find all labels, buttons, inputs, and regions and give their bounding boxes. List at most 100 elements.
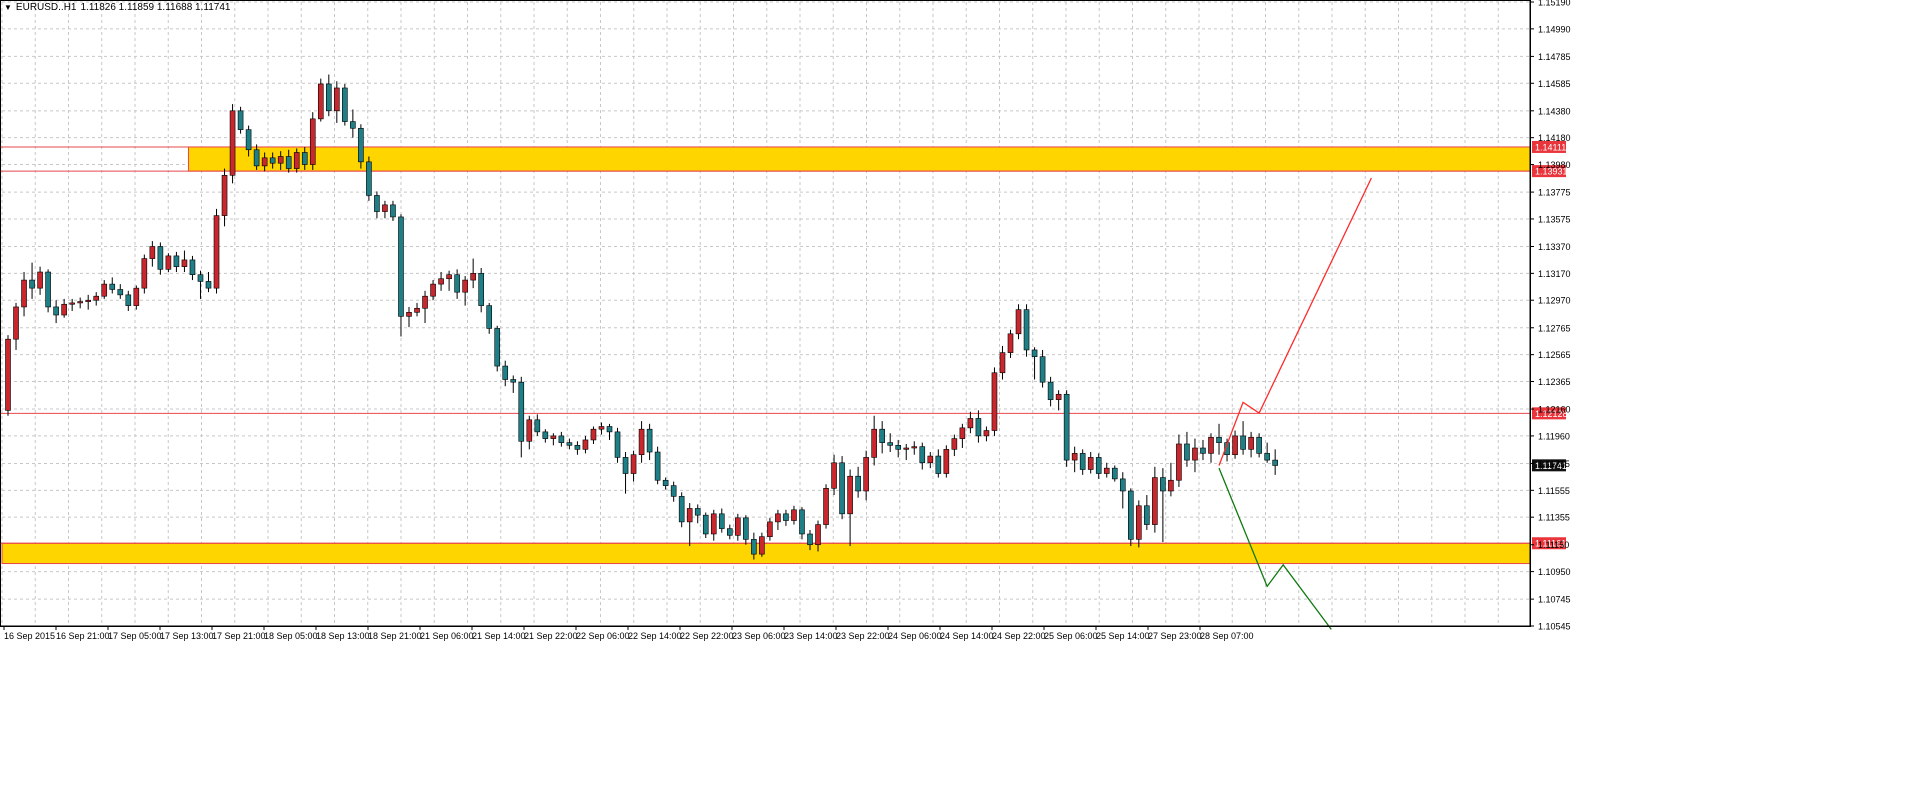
candle xyxy=(1079,449,1086,475)
candle-body xyxy=(366,161,372,196)
x-tick-label: 18 Sep 13:00 xyxy=(316,631,370,641)
candle-body xyxy=(1184,443,1190,461)
candle-body xyxy=(1160,477,1166,492)
candle xyxy=(205,272,212,293)
candle xyxy=(791,505,797,525)
candle xyxy=(61,298,67,318)
y-tick-label: 1.11755 xyxy=(1538,459,1570,469)
x-tick-label: 22 Sep 06:00 xyxy=(576,631,630,641)
candle-body xyxy=(301,152,308,165)
y-tick-label: 1.11150 xyxy=(1538,540,1569,550)
candle xyxy=(1047,376,1054,407)
candle xyxy=(277,151,284,170)
candle-body xyxy=(430,283,436,297)
candle-body xyxy=(630,454,637,474)
candle xyxy=(446,270,452,291)
candle-body xyxy=(1047,381,1054,400)
x-tick-label: 17 Sep 13:00 xyxy=(160,631,214,641)
candle xyxy=(542,429,549,443)
scenario-paths xyxy=(1218,177,1372,630)
candle xyxy=(622,452,629,494)
candle-body xyxy=(261,157,268,167)
candle xyxy=(919,442,926,470)
candle xyxy=(317,78,324,122)
candle-body xyxy=(510,379,517,383)
candle xyxy=(117,284,124,299)
candle xyxy=(422,290,428,324)
candle xyxy=(37,266,43,295)
symbol-label: EURUSD..H1 xyxy=(15,2,77,13)
candle-body xyxy=(390,204,396,218)
candle xyxy=(374,191,380,219)
candle-body xyxy=(919,446,926,464)
candle xyxy=(1176,434,1182,487)
candle xyxy=(1200,439,1206,461)
y-tick-label: 1.13775 xyxy=(1538,188,1571,198)
candle xyxy=(710,509,717,541)
candle xyxy=(350,109,356,138)
candle xyxy=(1111,465,1118,482)
candle xyxy=(574,441,581,455)
candle xyxy=(967,411,974,434)
candle-body xyxy=(406,312,412,317)
candle-body xyxy=(1216,436,1222,443)
x-tick-label: 18 Sep 05:00 xyxy=(264,631,318,641)
candle-body xyxy=(911,446,918,449)
candle-body xyxy=(245,129,252,151)
bearish-scenario-path xyxy=(1218,467,1332,630)
y-tick-label: 1.14585 xyxy=(1538,79,1571,89)
candle xyxy=(189,255,196,281)
candle xyxy=(93,292,100,306)
collapse-arrow-icon[interactable]: ▼ xyxy=(4,3,12,12)
candle xyxy=(895,439,902,458)
candle-body xyxy=(1200,447,1206,454)
candle xyxy=(582,435,589,454)
candle-body xyxy=(526,419,533,442)
price-level-tag xyxy=(1532,537,1566,550)
candle xyxy=(550,433,557,446)
candle-body xyxy=(1119,478,1126,492)
candle-body xyxy=(855,475,861,492)
candle xyxy=(943,445,950,478)
candle xyxy=(1095,453,1102,479)
zones xyxy=(1,146,1531,565)
candle-body xyxy=(133,287,140,306)
candle-body xyxy=(237,110,244,130)
candle-body xyxy=(1264,453,1270,461)
x-tick-label: 18 Sep 21:00 xyxy=(368,631,422,641)
candle xyxy=(109,277,116,294)
x-tick-label: 21 Sep 06:00 xyxy=(420,631,474,641)
candle xyxy=(1192,438,1198,473)
candle xyxy=(157,242,164,275)
candle xyxy=(253,144,260,170)
candle xyxy=(598,422,605,435)
candle xyxy=(783,509,789,526)
plot-frame xyxy=(0,0,1531,627)
candle-body xyxy=(702,514,709,535)
candle xyxy=(165,253,172,273)
candle-body xyxy=(1144,505,1150,525)
candle-body xyxy=(414,307,420,313)
candle xyxy=(366,156,372,201)
candle-body xyxy=(149,246,156,259)
candle-body xyxy=(735,517,741,536)
candle xyxy=(237,106,244,134)
candle-body xyxy=(1152,477,1158,525)
candle-body xyxy=(1176,443,1182,481)
candle xyxy=(1007,329,1014,358)
candle-body xyxy=(710,513,717,535)
candle xyxy=(646,423,653,461)
candle-body xyxy=(229,110,236,176)
candle-body xyxy=(678,496,685,523)
candle-body xyxy=(927,455,934,464)
candle-body xyxy=(374,195,380,212)
candle-body xyxy=(221,174,228,216)
x-tick-label: 23 Sep 22:00 xyxy=(836,631,890,641)
x-tick-label: 24 Sep 14:00 xyxy=(940,631,994,641)
candle-body xyxy=(646,428,653,453)
candle-body xyxy=(277,156,284,164)
candle-body xyxy=(213,215,220,289)
candle xyxy=(1144,495,1150,530)
candle-body xyxy=(943,449,950,474)
